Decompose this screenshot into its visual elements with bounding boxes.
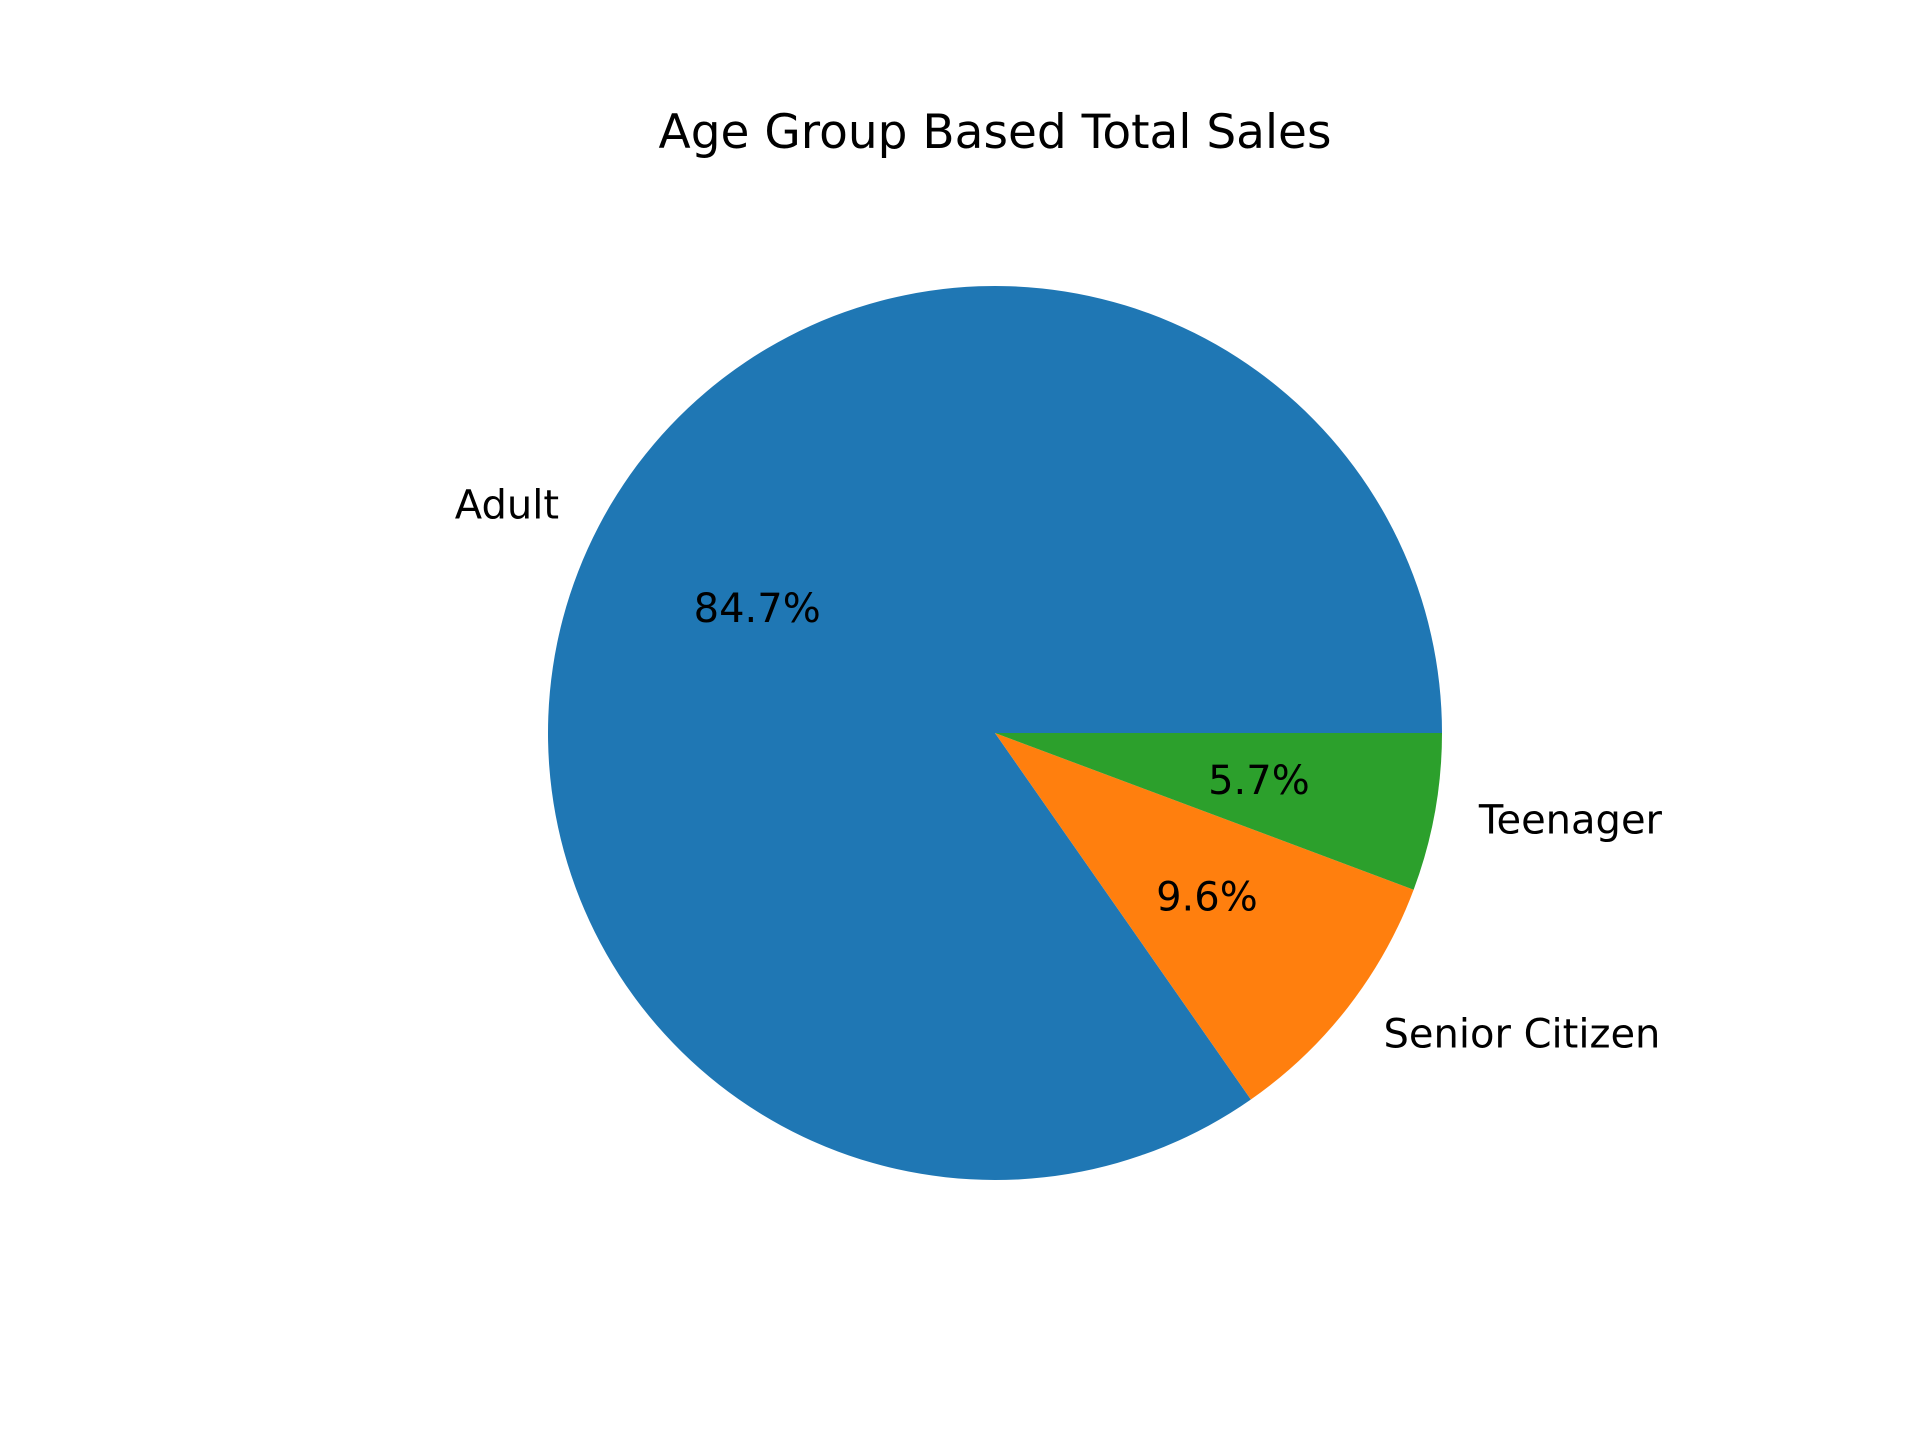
- chart-title: Age Group Based Total Sales: [659, 105, 1332, 160]
- pie-slice-senior-citizen: [995, 733, 1414, 1100]
- slice-label-senior-citizen: Senior Citizen: [1384, 1011, 1661, 1057]
- pie-slices: [548, 286, 1442, 1180]
- pct-label-adult: 84.7%: [694, 586, 821, 632]
- pct-label-senior-citizen: 9.6%: [1156, 874, 1258, 920]
- pie-slice-teenager: [995, 733, 1442, 890]
- pie-labels: Adult 84.7% Senior Citizen 9.6% Teenager 5.7%: [455, 483, 1663, 1058]
- slice-label-teenager: Teenager: [1478, 798, 1663, 844]
- pct-label-teenager: 5.7%: [1208, 758, 1310, 804]
- slice-label-adult: Adult: [455, 483, 559, 529]
